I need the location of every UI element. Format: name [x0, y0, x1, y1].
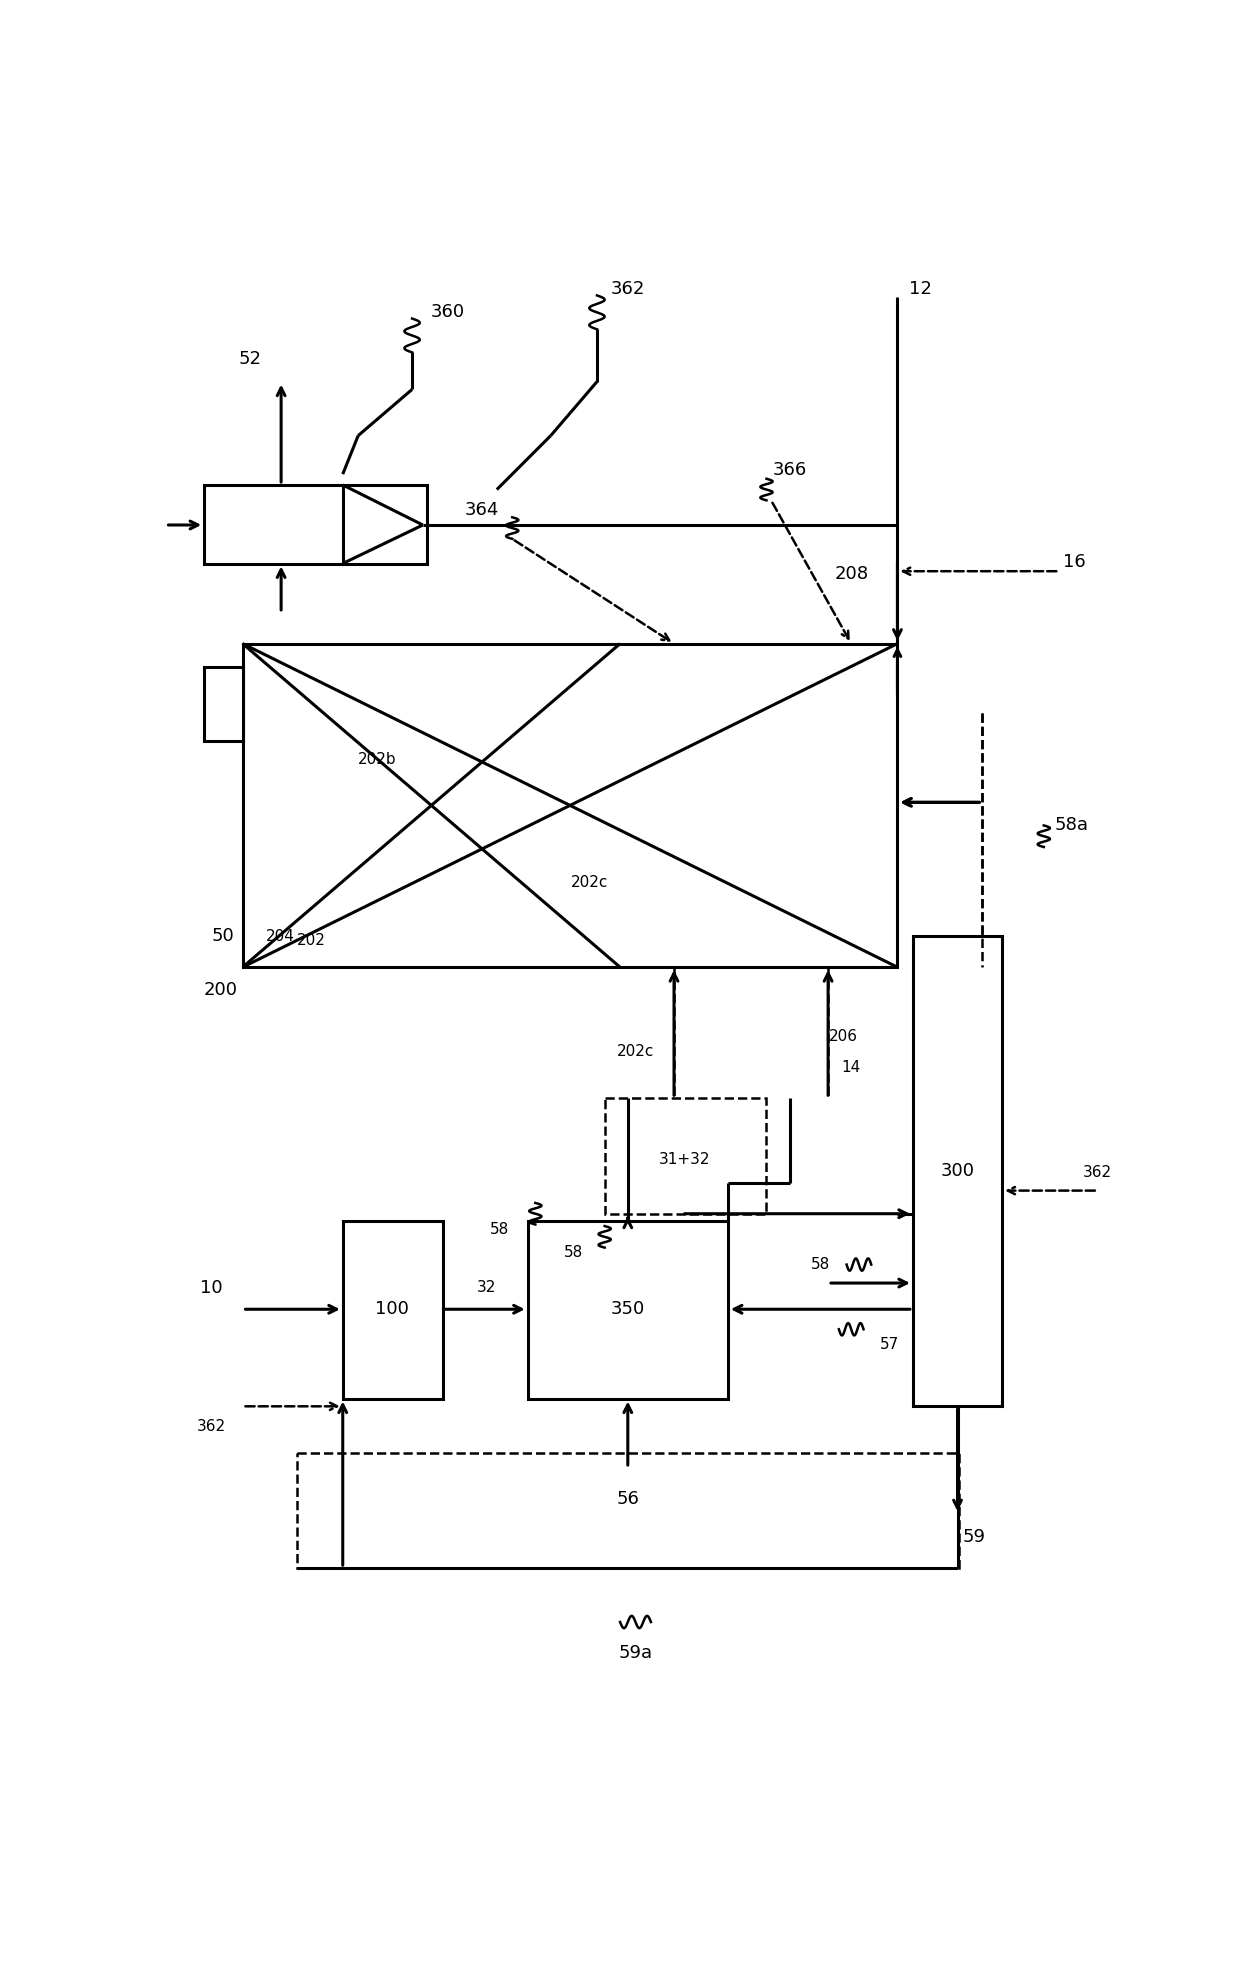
- Bar: [205, 484, 428, 563]
- Bar: [913, 937, 1002, 1406]
- Text: 58: 58: [811, 1257, 830, 1273]
- Text: 59a: 59a: [619, 1643, 652, 1661]
- Bar: [205, 667, 243, 741]
- Text: 202c: 202c: [570, 875, 608, 890]
- Text: 362: 362: [197, 1420, 227, 1433]
- Text: 366: 366: [773, 461, 807, 478]
- Text: 57: 57: [880, 1337, 899, 1353]
- Text: 362: 362: [610, 280, 645, 298]
- Text: 202b: 202b: [358, 751, 397, 767]
- Bar: [296, 1453, 959, 1569]
- Text: 10: 10: [201, 1279, 223, 1296]
- Text: 31+32: 31+32: [658, 1153, 711, 1167]
- Text: 360: 360: [430, 304, 465, 322]
- Text: 56: 56: [616, 1490, 640, 1508]
- Bar: [528, 1222, 728, 1398]
- Text: 202c: 202c: [616, 1045, 655, 1059]
- Text: 14: 14: [842, 1059, 861, 1075]
- Text: 200: 200: [205, 980, 238, 1000]
- Text: 300: 300: [940, 1161, 975, 1181]
- Text: 59: 59: [963, 1528, 986, 1547]
- Bar: [243, 643, 898, 967]
- Text: 32: 32: [476, 1281, 496, 1294]
- Text: 52: 52: [239, 349, 262, 367]
- Text: 362: 362: [1084, 1165, 1112, 1181]
- Text: 58: 58: [490, 1222, 510, 1237]
- Text: 100: 100: [376, 1300, 409, 1318]
- Bar: [342, 1222, 443, 1398]
- Text: 364: 364: [464, 500, 498, 518]
- Text: 16: 16: [1063, 553, 1086, 571]
- Text: 204: 204: [265, 930, 295, 943]
- Text: 50: 50: [212, 928, 234, 945]
- Bar: [605, 1098, 766, 1214]
- Text: 208: 208: [835, 565, 868, 582]
- Text: 206: 206: [830, 1030, 858, 1043]
- Text: 58a: 58a: [1054, 816, 1089, 835]
- Text: 350: 350: [610, 1300, 645, 1318]
- Text: 58: 58: [564, 1245, 584, 1259]
- Text: 202: 202: [296, 933, 325, 949]
- Text: 12: 12: [909, 280, 932, 298]
